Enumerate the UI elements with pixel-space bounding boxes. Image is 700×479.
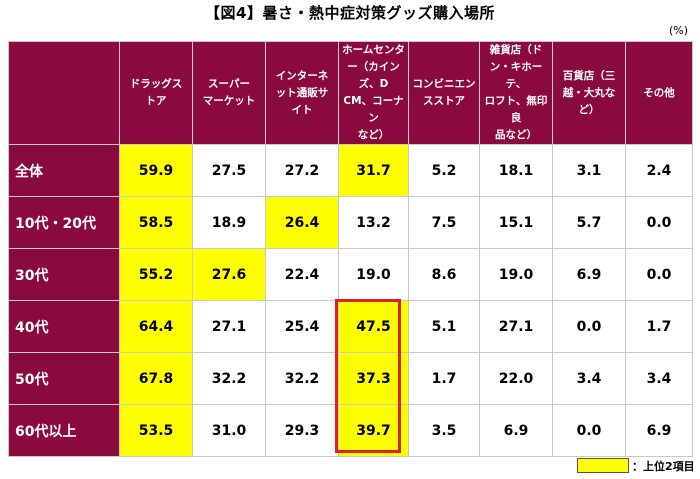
column-header: スーパー マーケット	[192, 41, 266, 145]
table-cell: 64.4	[119, 300, 193, 353]
table-cell: 3.1	[552, 144, 626, 197]
legend-swatch	[577, 458, 629, 473]
table-cell: 0.0	[625, 196, 693, 249]
column-header: 百貨店（三 越・大丸な ど）	[552, 41, 626, 145]
column-header: インターネ ット通販サ イト	[265, 41, 339, 145]
row-label: 50代	[8, 352, 120, 405]
table-cell: 31.7	[338, 144, 409, 197]
table-cell: 25.4	[265, 300, 339, 353]
table-cell: 3.4	[625, 352, 693, 405]
table-cell: 18.1	[479, 144, 553, 197]
table-cell: 5.7	[552, 196, 626, 249]
table-row: 30代 55.2 27.6 22.4 19.0 8.6 19.0 6.9 0.0	[8, 248, 693, 301]
column-header: ドラッグス トア	[119, 41, 193, 145]
table-cell: 37.3	[338, 352, 409, 405]
table-cell: 7.5	[408, 196, 480, 249]
table-cell: 55.2	[119, 248, 193, 301]
row-label: 10代・20代	[8, 196, 120, 249]
chart-title: 【図4】暑さ・熱中症対策グッズ購入場所	[205, 4, 495, 22]
table-row: 50代 67.8 32.2 32.2 37.3 1.7 22.0 3.4 3.4	[8, 352, 693, 405]
table-cell: 26.4	[265, 196, 339, 249]
table-cell: 0.0	[552, 300, 626, 353]
table-cell: 47.5	[338, 300, 409, 353]
table-cell: 5.1	[408, 300, 480, 353]
table-cell: 59.9	[119, 144, 193, 197]
row-label: 40代	[8, 300, 120, 353]
unit-label: (%)	[668, 24, 688, 37]
row-label: 全体	[8, 144, 120, 197]
table-cell: 22.0	[479, 352, 553, 405]
purchase-location-table: ドラッグス トア スーパー マーケット インターネ ット通販サ イト ホームセンタ ー（カインズ…	[8, 41, 693, 457]
table-cell: 27.2	[265, 144, 339, 197]
table-cell: 32.2	[192, 352, 266, 405]
column-header: コンビニエン スストア	[408, 41, 480, 145]
table-cell: 53.5	[119, 404, 193, 457]
table-cell: 31.0	[192, 404, 266, 457]
table-cell: 67.8	[119, 352, 193, 405]
table-cell: 1.7	[625, 300, 693, 353]
table-cell: 27.1	[192, 300, 266, 353]
table-cell: 5.2	[408, 144, 480, 197]
table-cell: 19.0	[479, 248, 553, 301]
legend: ：上位2項目	[577, 458, 695, 473]
table-cell: 2.4	[625, 144, 693, 197]
table-cell: 58.5	[119, 196, 193, 249]
table-row: 10代・20代 58.5 18.9 26.4 13.2 7.5 15.1 5.7 0.0	[8, 196, 693, 249]
row-label: 60代以上	[8, 404, 120, 457]
table-row: 40代 64.4 27.1 25.4 47.5 5.1 27.1 0.0 1.7	[8, 300, 693, 353]
column-header: ホームセンタ ー（カインズ、D CM、コーナン など）	[338, 41, 409, 145]
table-cell: 0.0	[552, 404, 626, 457]
table-cell: 29.3	[265, 404, 339, 457]
table-cell: 18.9	[192, 196, 266, 249]
table-cell: 8.6	[408, 248, 480, 301]
table-cell: 6.9	[552, 248, 626, 301]
header-corner	[8, 41, 120, 145]
row-label: 30代	[8, 248, 120, 301]
table-cell: 27.1	[479, 300, 553, 353]
column-header: 雑貨店（ド ン・キホーテ、 ロフト、無印良 品など）	[479, 41, 553, 145]
header-row: ドラッグス トア スーパー マーケット インターネ ット通販サ イト ホームセンタ ー（カインズ…	[8, 41, 693, 145]
table-cell: 39.7	[338, 404, 409, 457]
table-cell: 3.5	[408, 404, 480, 457]
table-cell: 6.9	[625, 404, 693, 457]
column-header: その他	[625, 41, 693, 145]
table-row: 60代以上 53.5 31.0 29.3 39.7 3.5 6.9 0.0 6.9	[8, 404, 693, 457]
table-row: 全体 59.9 27.5 27.2 31.7 5.2 18.1 3.1 2.4	[8, 144, 693, 197]
table-cell: 13.2	[338, 196, 409, 249]
table-cell: 0.0	[625, 248, 693, 301]
table-cell: 22.4	[265, 248, 339, 301]
table-cell: 27.5	[192, 144, 266, 197]
table-cell: 19.0	[338, 248, 409, 301]
table-cell: 15.1	[479, 196, 553, 249]
table-cell: 32.2	[265, 352, 339, 405]
table-cell: 6.9	[479, 404, 553, 457]
table-cell: 1.7	[408, 352, 480, 405]
legend-label: ：上位2項目	[632, 459, 695, 473]
table-cell: 3.4	[552, 352, 626, 405]
table-cell: 27.6	[192, 248, 266, 301]
